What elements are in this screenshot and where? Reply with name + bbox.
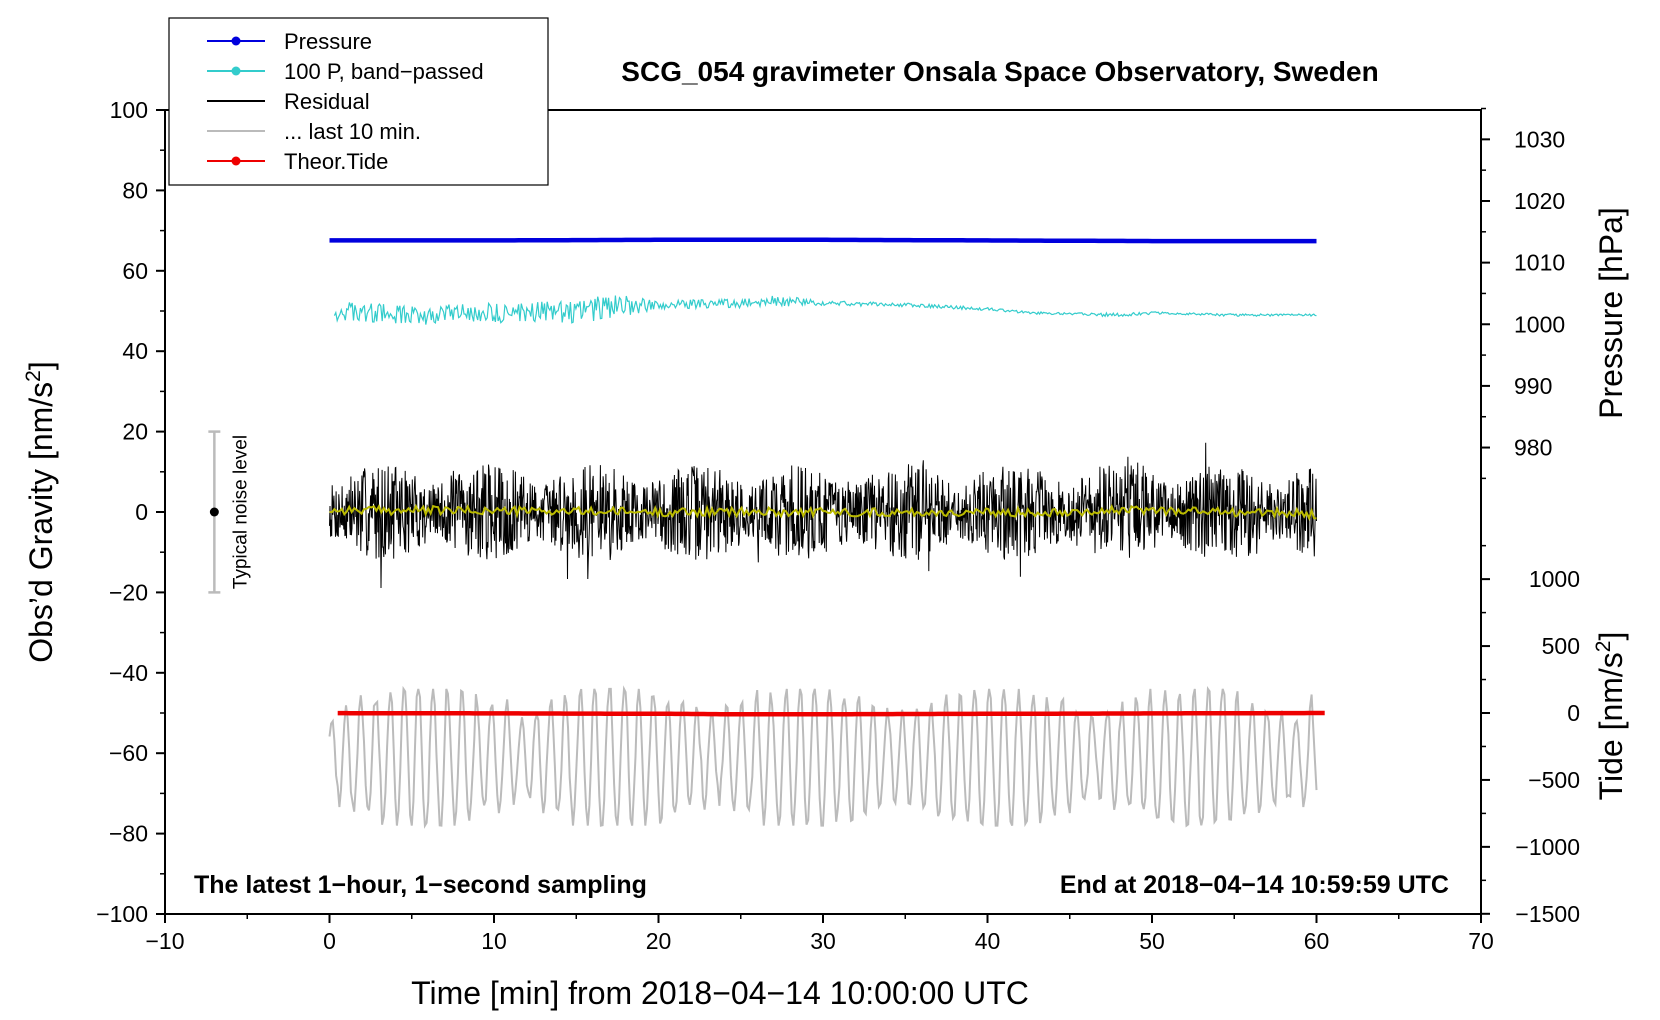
left-axis-title-text: Obs’d Gravity [nm/s — [23, 382, 59, 663]
pressure-tick-label: 980 — [1514, 435, 1552, 461]
noise-bar-label: Typical noise level — [230, 435, 251, 589]
y-tick-label: −60 — [109, 740, 148, 766]
tide-tick-label: 0 — [1567, 700, 1580, 726]
tide-tick-label: 500 — [1542, 633, 1580, 659]
x-tick-label: 30 — [810, 928, 836, 954]
legend: Pressure 100 P, band−passed Residual ... la… — [168, 17, 549, 186]
pressure-tick-label: 1000 — [1514, 311, 1565, 337]
y-tick-label: 100 — [110, 97, 148, 123]
annotation-latest-hour: The latest 1−hour, 1−second sampling — [194, 871, 647, 899]
left-axis-title-end: ] — [23, 361, 59, 370]
x-tick-label: 70 — [1468, 928, 1494, 954]
pressure-tick-label: 1030 — [1514, 126, 1565, 152]
series-residual-smoothed — [329, 503, 1317, 521]
noise-level-indicator: Typical noise level — [208, 430, 251, 594]
left-axis-title: Obs’d Gravity [nm/s2] — [22, 361, 59, 663]
x-tick-label: 50 — [1139, 928, 1165, 954]
tide-tick-label: 1000 — [1529, 566, 1580, 592]
x-axis-title: Time [min] from 2018−04−14 10:00:00 UTC — [411, 975, 1029, 1011]
series-last-10-min — [328, 685, 1318, 829]
x-tick-label: 60 — [1304, 928, 1330, 954]
tide-axis-title-text: Tide [nm/s — [1593, 652, 1629, 800]
pressure-tick-label: 1010 — [1514, 250, 1565, 276]
legend-label: Residual — [284, 89, 370, 114]
series-residual — [329, 442, 1317, 589]
y-tick-label: −40 — [109, 660, 148, 686]
pressure-tick-label: 990 — [1514, 373, 1552, 399]
y-tick-label: 40 — [122, 338, 148, 364]
y-tick-label: −20 — [109, 579, 148, 605]
pressure-axis-title: Pressure [hPa] — [1593, 207, 1629, 419]
y-tick-label: 60 — [122, 258, 148, 284]
legend-marker — [231, 36, 241, 46]
x-tick-label: 20 — [646, 928, 672, 954]
tide-axis-title-sup: 2 — [1592, 641, 1615, 653]
data-series — [328, 237, 1325, 829]
legend-label: 100 P, band−passed — [284, 59, 484, 84]
tide-tick-label: −1500 — [1515, 901, 1580, 927]
tide-axis-title: Tide [nm/s2] — [1592, 632, 1629, 801]
x-tick-label: 10 — [481, 928, 507, 954]
annotation-end-time: End at 2018−04−14 10:59:59 UTC — [1060, 871, 1449, 899]
legend-label: Pressure — [284, 29, 372, 54]
chart-title: SCG_054 gravimeter Onsala Space Observat… — [621, 56, 1378, 87]
noise-bar-center — [209, 507, 219, 517]
legend-marker — [231, 156, 241, 166]
tide-tick-label: −500 — [1528, 767, 1580, 793]
left-axis-title-sup: 2 — [22, 370, 45, 382]
axis-ticks: −10 0 10 20 30 40 50 60 70−100−80−60−40−20020406… — [96, 97, 1580, 954]
series-pressure — [329, 237, 1317, 244]
series-theor-tide — [337, 710, 1325, 717]
y-tick-label: −80 — [109, 821, 148, 847]
legend-label: ... last 10 min. — [284, 119, 421, 144]
pressure-tick-label: 1020 — [1514, 188, 1565, 214]
y-tick-label: 0 — [135, 499, 148, 525]
tide-tick-label: −1000 — [1515, 834, 1580, 860]
y-tick-label: 80 — [122, 177, 148, 203]
y-tick-label: 20 — [122, 419, 148, 445]
tide-axis-title-end: ] — [1593, 632, 1629, 641]
series-band-passed — [333, 295, 1317, 325]
x-tick-label: 0 — [323, 928, 336, 954]
legend-label: Theor.Tide — [284, 149, 388, 174]
legend-marker — [231, 66, 241, 76]
x-tick-label: 40 — [975, 928, 1001, 954]
x-tick-label: −10 — [145, 928, 184, 954]
y-tick-label: −100 — [96, 901, 148, 927]
